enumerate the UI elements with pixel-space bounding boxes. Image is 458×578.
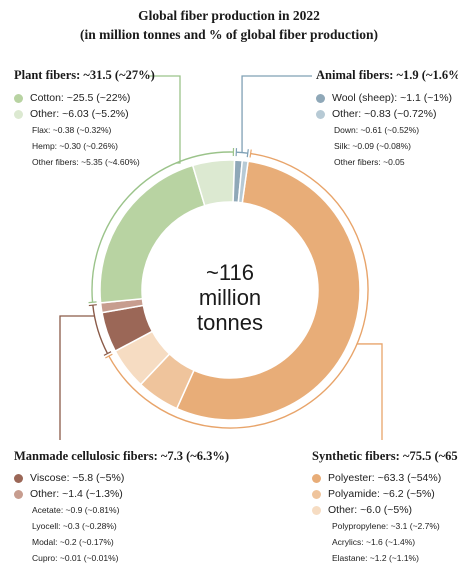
group-ring-plant bbox=[91, 151, 234, 303]
animal-fibers-title: Animal fibers: ~1.9 (~1.6%) bbox=[316, 68, 458, 82]
wool-swatch bbox=[316, 93, 325, 103]
legend-item-plant-other: Other: ~6.03 (~5.2%) bbox=[14, 106, 155, 122]
manmade-fibers-legend: Manmade cellulosic fibers: ~7.3 (~6.3%) … bbox=[14, 449, 229, 566]
sub-item-polypropylene: Polypropylene: ~3.1 (~2.7%) bbox=[332, 521, 440, 531]
legend-label: Wool (sheep): ~1.1 (~1%) bbox=[332, 92, 453, 104]
center-total: ~116 bbox=[206, 260, 254, 285]
legend-item-synthetic-other: Other: ~6.0 (~5%) bbox=[312, 502, 458, 518]
animal-leader-line bbox=[241, 75, 312, 153]
legend-item-wool: Wool (sheep): ~1.1 (~1%) bbox=[316, 90, 458, 106]
manmade-other-swatch bbox=[14, 489, 23, 499]
legend-label: Viscose: ~5.8 (~5%) bbox=[30, 472, 125, 484]
sub-item-cupro: Cupro: ~0.01 (~0.01%) bbox=[32, 553, 119, 563]
sub-item-lyocell: Lyocell: ~0.3 (~0.28%) bbox=[32, 521, 117, 531]
legend-item-manmade-other: Other: ~1.4 (~1.3%) bbox=[14, 486, 229, 502]
sub-item-animal-other-fibers: Other fibers: ~0.05 bbox=[334, 157, 405, 167]
sub-item-hemp: Hemp: ~0.30 (~0.26%) bbox=[32, 141, 118, 151]
sub-item-acetate: Acetate: ~0.9 (~0.81%) bbox=[32, 505, 120, 515]
legend-label: Other: ~6.03 (~5.2%) bbox=[30, 108, 129, 120]
sub-item-modal: Modal: ~0.2 (~0.17%) bbox=[32, 537, 114, 547]
polyamide-swatch bbox=[312, 489, 321, 499]
legend-label: Other: ~6.0 (~5%) bbox=[328, 504, 413, 516]
center-unit-2: tonnes bbox=[196, 310, 264, 335]
legend-item-polyester: Polyester: ~63.3 (~54%) bbox=[312, 470, 458, 486]
legend-item-cotton: Cotton: ~25.5 (~22%) bbox=[14, 90, 155, 106]
sub-item-elastane: Elastane: ~1.2 (~1.1%) bbox=[332, 553, 419, 563]
donut-slice-polyester-synthetic bbox=[175, 160, 361, 421]
legend-label: Other: ~1.4 (~1.3%) bbox=[30, 488, 123, 500]
synthetic-fibers-title: Synthetic fibers: ~75.5 (~65%) bbox=[312, 449, 458, 463]
synthetic-fibers-legend: Synthetic fibers: ~75.5 (~65%) Polyester… bbox=[312, 449, 458, 566]
plant-fibers-legend: Plant fibers: ~31.5 (~27%) Cotton: ~25.5… bbox=[14, 68, 155, 170]
synthetic-leader-line bbox=[357, 343, 383, 440]
manmade-fibers-title: Manmade cellulosic fibers: ~7.3 (~6.3%) bbox=[14, 449, 230, 463]
group-ring-tick-plant-0 bbox=[88, 301, 97, 304]
chart-title: Global fiber production in 2022 bbox=[138, 8, 320, 23]
legend-label: Polyamide: ~6.2 (~5%) bbox=[328, 488, 435, 500]
legend-label: Other: ~0.83 (~0.72%) bbox=[332, 108, 437, 120]
group-ring-tick-manmade-1 bbox=[88, 304, 97, 307]
plant-leader-line bbox=[148, 75, 181, 164]
synthetic-other-swatch bbox=[312, 505, 321, 515]
group-ring-tick-animal-1 bbox=[246, 149, 249, 158]
center-unit-1: million bbox=[198, 285, 262, 310]
plant-other-swatch bbox=[14, 109, 23, 119]
sub-item-acrylics: Acrylics: ~1.6 (~1.4%) bbox=[332, 537, 416, 547]
legend-label: Cotton: ~25.5 (~22%) bbox=[30, 92, 131, 104]
group-ring-manmade bbox=[92, 305, 109, 354]
sub-item-plant-other-fibers: Other fibers: ~5.35 (~4.60%) bbox=[32, 157, 140, 167]
donut-slice-other-animal bbox=[237, 159, 249, 204]
chart-subtitle: (in million tonnes and % of global fiber… bbox=[79, 27, 379, 42]
legend-item-animal-other: Other: ~0.83 (~0.72%) bbox=[316, 106, 458, 122]
cotton-swatch bbox=[14, 93, 23, 103]
viscose-swatch bbox=[14, 473, 23, 483]
group-ring-synthetic bbox=[108, 152, 369, 429]
manmade-leader-line bbox=[59, 315, 95, 440]
group-ring-tick-manmade-0 bbox=[103, 351, 112, 356]
plant-fibers-title: Plant fibers: ~31.5 (~27%) bbox=[14, 68, 155, 82]
legend-item-polyamide: Polyamide: ~6.2 (~5%) bbox=[312, 486, 458, 502]
legend-label: Polyester: ~63.3 (~54%) bbox=[328, 472, 442, 484]
animal-fibers-legend: Animal fibers: ~1.9 (~1.6%) Wool (sheep)… bbox=[316, 68, 458, 170]
sub-item-down: Down: ~0.61 (~0.52%) bbox=[334, 125, 420, 135]
sub-item-flax: Flax: ~0.38 (~0.32%) bbox=[32, 125, 112, 135]
group-ring-tick-synthetic-1 bbox=[105, 353, 113, 359]
sub-item-silk: Silk: ~0.09 (~0.08%) bbox=[334, 141, 412, 151]
group-ring-tick-synthetic-0 bbox=[249, 149, 252, 158]
polyester-swatch bbox=[312, 473, 321, 483]
legend-item-viscose: Viscose: ~5.8 (~5%) bbox=[14, 470, 229, 486]
animal-other-swatch bbox=[316, 109, 325, 119]
